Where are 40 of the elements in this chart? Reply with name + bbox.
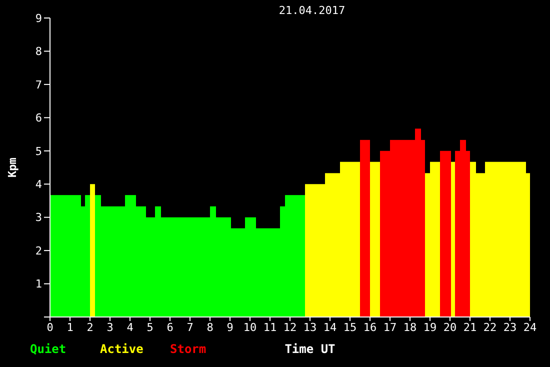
x-tick-label: 19 — [423, 320, 437, 334]
x-tick-label: 13 — [303, 320, 317, 334]
x-tick-label: 12 — [283, 320, 297, 334]
x-tick-label: 22 — [483, 320, 497, 334]
y-tick-label: 7 — [35, 78, 42, 92]
x-tick-label: 0 — [46, 320, 54, 334]
x-tick-label: 7 — [186, 320, 194, 334]
chart-title: 21.04.2017 — [278, 4, 346, 17]
x-tick-label: 3 — [106, 320, 114, 334]
y-tick-label: 4 — [35, 178, 42, 192]
x-tick-label: 14 — [323, 320, 337, 334]
x-tick-label: 8 — [206, 320, 214, 334]
x-axis-title: Time UT — [284, 342, 336, 356]
x-tick-label: 2 — [86, 320, 94, 334]
x-tick-label: 24 — [523, 320, 537, 334]
y-tick-label: 5 — [35, 144, 42, 158]
x-tick-label: 11 — [263, 320, 277, 334]
x-tick-label: 21 — [463, 320, 477, 334]
y-tick-label: 1 — [35, 278, 42, 291]
text: Quiet — [30, 342, 66, 356]
x-tick-label: 23 — [503, 320, 517, 334]
y-tick-label: 2 — [35, 244, 42, 258]
x-tick-label: 16 — [363, 320, 377, 334]
y-tick-label: 6 — [35, 112, 42, 125]
x-tick-label: 5 — [146, 320, 154, 334]
y-tick-label: 9 — [35, 12, 42, 25]
x-tick-label: 17 — [383, 320, 397, 334]
text: Active — [100, 342, 144, 356]
x-tick-label: 4 — [126, 320, 134, 334]
x-tick-label: 18 — [403, 320, 417, 334]
y-tick-label: 8 — [35, 45, 42, 58]
x-tick-label: 15 — [343, 320, 357, 334]
x-tick-label: 1 — [66, 320, 74, 334]
x-tick-label: 9 — [226, 320, 234, 334]
text: Storm — [170, 342, 206, 356]
y-axis-title: Kpm — [6, 157, 19, 178]
y-tick-label: 3 — [35, 211, 42, 224]
x-tick-label: 10 — [243, 320, 257, 334]
x-tick-label: 6 — [166, 320, 174, 334]
x-tick-label: 20 — [443, 320, 457, 334]
